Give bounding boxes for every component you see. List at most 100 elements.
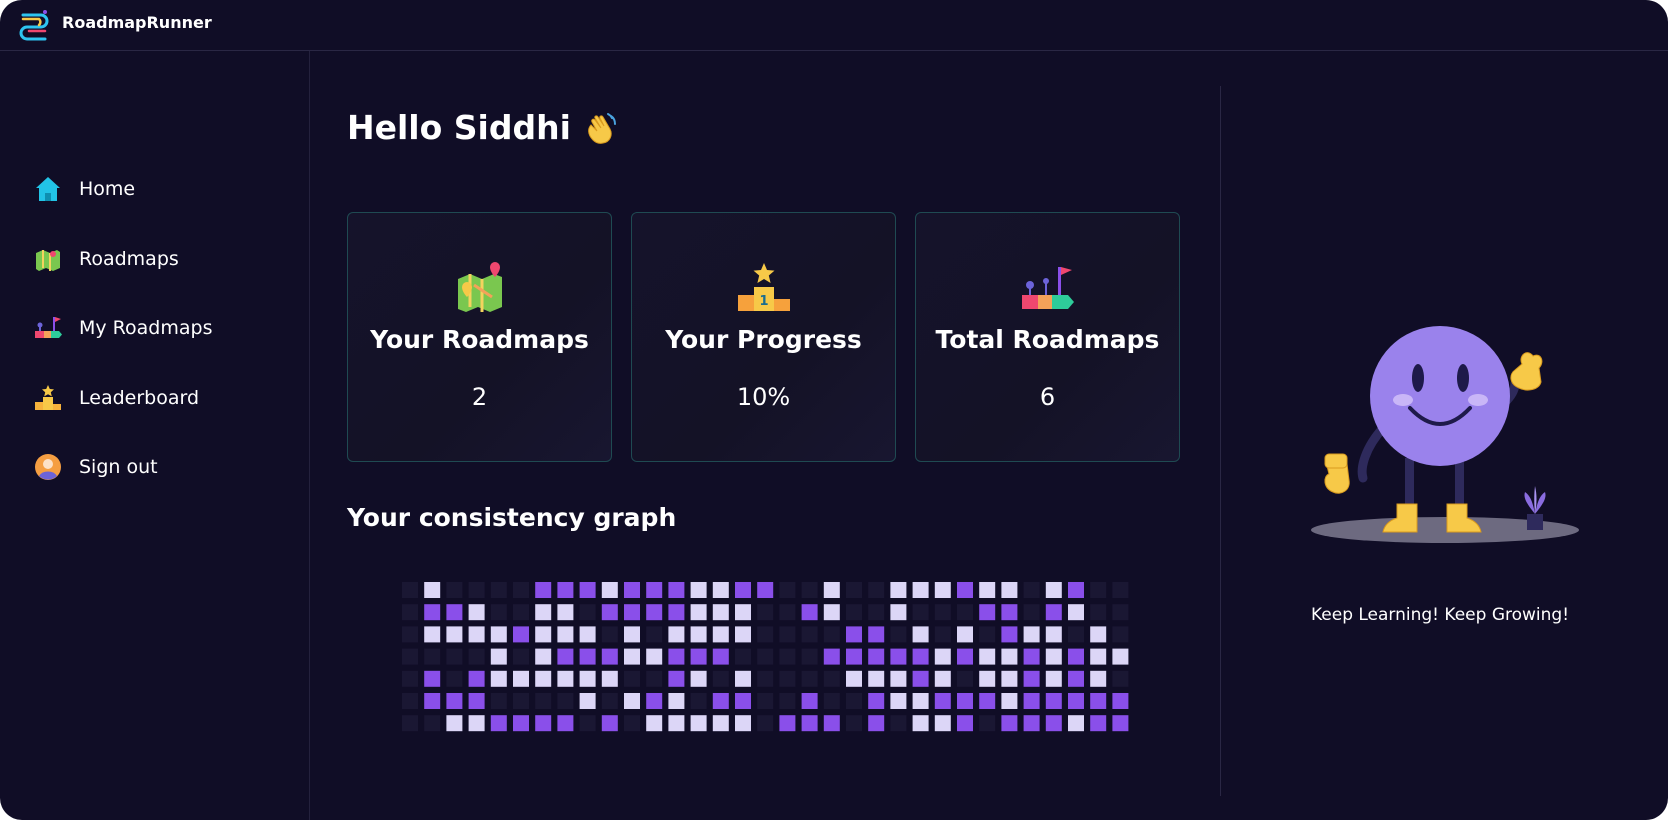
user-avatar-icon <box>35 454 61 480</box>
consistency-cell <box>912 582 929 598</box>
consistency-cell <box>468 693 485 709</box>
consistency-cell <box>601 648 618 665</box>
consistency-cell <box>402 626 418 643</box>
consistency-cell <box>668 648 685 665</box>
consistency-cell <box>757 582 774 598</box>
consistency-cell <box>1001 582 1018 598</box>
consistency-cell <box>801 670 818 687</box>
consistency-cell <box>646 693 663 709</box>
consistency-cell <box>979 626 996 643</box>
consistency-cell <box>535 670 552 687</box>
consistency-cell <box>823 693 840 709</box>
consistency-cell <box>979 604 996 621</box>
consistency-cell <box>934 693 951 709</box>
consistency-cell <box>979 582 996 598</box>
sidebar-item-roadmaps[interactable]: Roadmaps <box>33 242 179 276</box>
consistency-cell <box>757 693 774 709</box>
consistency-cell <box>823 626 840 643</box>
consistency-cell <box>557 626 574 643</box>
sidebar-item-home[interactable]: Home <box>33 172 135 206</box>
consistency-cell <box>1112 604 1129 621</box>
stat-card-your-progress[interactable]: 1 Your Progress 10% <box>631 212 896 462</box>
consistency-cell <box>957 693 973 709</box>
consistency-cell <box>468 582 485 598</box>
consistency-cell <box>801 693 818 709</box>
consistency-cell <box>668 670 685 687</box>
consistency-cell <box>1090 715 1107 732</box>
consistency-cell <box>823 715 840 732</box>
sidebar-item-my-roadmaps[interactable]: My Roadmaps <box>33 311 212 345</box>
consistency-cell <box>690 648 707 665</box>
consistency-cell <box>468 670 485 687</box>
consistency-cell <box>446 648 463 665</box>
consistency-graph-title: Your consistency graph <box>347 503 677 532</box>
consistency-cell <box>557 648 574 665</box>
consistency-cell <box>957 715 973 732</box>
consistency-cell <box>535 582 552 598</box>
consistency-cell <box>424 626 441 643</box>
consistency-cell <box>424 604 441 621</box>
consistency-cell <box>735 648 751 665</box>
stat-card-your-roadmaps[interactable]: Your Roadmaps 2 <box>347 212 612 462</box>
consistency-cell <box>490 648 507 665</box>
consistency-cell <box>402 715 418 732</box>
consistency-cell <box>1112 670 1129 687</box>
stat-card-value: 10% <box>736 383 791 411</box>
consistency-cell <box>735 626 751 643</box>
sidebar-item-label: My Roadmaps <box>79 317 213 339</box>
stat-card-value: 6 <box>1039 383 1056 411</box>
milestone-flag-icon <box>1021 267 1074 309</box>
consistency-cell <box>1001 604 1018 621</box>
consistency-cell <box>957 648 973 665</box>
consistency-cell <box>1001 648 1018 665</box>
consistency-cell <box>735 670 751 687</box>
consistency-cell <box>668 626 685 643</box>
sidebar-item-label: Leaderboard <box>79 387 200 409</box>
consistency-cell <box>846 648 862 665</box>
sidebar-item-sign-out[interactable]: Sign out <box>33 450 158 484</box>
consistency-cell <box>801 715 818 732</box>
consistency-cell <box>712 693 729 709</box>
consistency-cell <box>690 693 707 709</box>
consistency-cell <box>690 626 707 643</box>
consistency-cell <box>446 626 463 643</box>
stat-card-label: Your Roadmaps <box>370 325 589 354</box>
consistency-cell <box>712 715 729 732</box>
consistency-cell <box>1068 604 1084 621</box>
consistency-cell <box>868 670 885 687</box>
consistency-cell <box>446 604 463 621</box>
consistency-cell <box>468 648 485 665</box>
consistency-cell <box>1001 715 1018 732</box>
stat-card-total-roadmaps[interactable]: Total Roadmaps 6 <box>915 212 1180 462</box>
roadmaprunner-logo-icon[interactable] <box>17 7 51 41</box>
consistency-cell <box>846 670 862 687</box>
consistency-cell <box>1045 626 1062 643</box>
sidebar-item-leaderboard[interactable]: Leaderboard <box>33 381 199 415</box>
brand-name[interactable]: RoadmapRunner <box>62 13 212 32</box>
consistency-cell <box>424 715 441 732</box>
consistency-cell <box>557 693 574 709</box>
consistency-cell <box>890 715 907 732</box>
consistency-cell <box>402 693 418 709</box>
milestones-icon <box>35 317 62 338</box>
consistency-cell <box>1045 604 1062 621</box>
consistency-cell <box>934 582 951 598</box>
consistency-cell <box>535 648 552 665</box>
top-bar: RoadmapRunner <box>0 0 1668 51</box>
consistency-cell <box>1001 693 1018 709</box>
consistency-cell <box>424 670 441 687</box>
consistency-cell <box>490 604 507 621</box>
consistency-cell <box>1045 582 1062 598</box>
consistency-cell <box>912 648 929 665</box>
consistency-cell <box>601 604 618 621</box>
consistency-cell <box>890 670 907 687</box>
consistency-cell <box>579 582 596 598</box>
consistency-cell <box>801 626 818 643</box>
consistency-cell <box>601 670 618 687</box>
consistency-cell <box>490 693 507 709</box>
consistency-cell <box>823 648 840 665</box>
map-pin-icon <box>457 262 502 312</box>
consistency-cell <box>690 670 707 687</box>
consistency-cell <box>646 648 663 665</box>
sidebar-item-label: Home <box>79 178 136 200</box>
